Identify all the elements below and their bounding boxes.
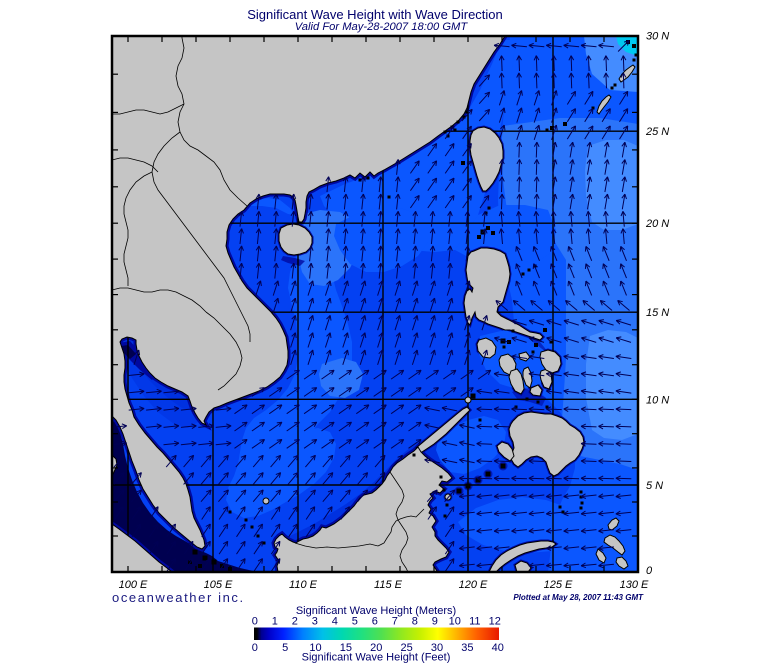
svg-text:120 E: 120 E xyxy=(459,579,488,591)
svg-text:25 N: 25 N xyxy=(645,126,669,138)
svg-text:5: 5 xyxy=(282,642,288,654)
svg-text:100 E: 100 E xyxy=(119,579,148,591)
svg-text:35: 35 xyxy=(461,642,473,654)
svg-text:2: 2 xyxy=(292,616,298,628)
svg-text:7: 7 xyxy=(392,616,398,628)
svg-text:15 N: 15 N xyxy=(646,307,669,319)
svg-text:20: 20 xyxy=(370,642,382,654)
svg-text:Significant Wave Height (Feet): Significant Wave Height (Feet) xyxy=(302,652,451,664)
svg-text:0: 0 xyxy=(252,642,258,654)
svg-text:30 N: 30 N xyxy=(646,30,669,42)
svg-text:6: 6 xyxy=(372,616,378,628)
svg-text:9: 9 xyxy=(432,616,438,628)
svg-text:oceanweather inc.: oceanweather inc. xyxy=(112,590,245,605)
svg-text:4: 4 xyxy=(332,616,338,628)
svg-text:5 N: 5 N xyxy=(646,480,663,492)
svg-text:115 E: 115 E xyxy=(374,579,403,591)
svg-text:10 N: 10 N xyxy=(646,394,669,406)
svg-text:25: 25 xyxy=(400,642,412,654)
svg-text:10: 10 xyxy=(309,642,321,654)
svg-text:3: 3 xyxy=(312,616,318,628)
svg-text:10: 10 xyxy=(449,616,461,628)
svg-text:130 E: 130 E xyxy=(620,579,649,591)
svg-text:Significant Wave Height (Meter: Significant Wave Height (Meters) xyxy=(296,605,456,617)
svg-text:5: 5 xyxy=(352,616,358,628)
svg-text:Significant Wave Height with W: Significant Wave Height with Wave Direct… xyxy=(247,7,503,22)
svg-text:40: 40 xyxy=(492,642,504,654)
svg-text:12: 12 xyxy=(489,616,501,628)
svg-text:125 E: 125 E xyxy=(544,579,573,591)
svg-text:30: 30 xyxy=(431,642,443,654)
svg-text:Valid For May-28-2007 18:00 GM: Valid For May-28-2007 18:00 GMT xyxy=(295,21,469,33)
svg-text:0: 0 xyxy=(252,616,258,628)
svg-text:20 N: 20 N xyxy=(645,218,669,230)
svg-text:110 E: 110 E xyxy=(289,579,318,591)
svg-text:11: 11 xyxy=(469,616,480,628)
svg-text:1: 1 xyxy=(272,616,278,628)
svg-text:15: 15 xyxy=(340,642,352,654)
svg-text:8: 8 xyxy=(412,616,418,628)
svg-text:Plotted at May 28, 2007 11:43: Plotted at May 28, 2007 11:43 GMT xyxy=(513,593,644,602)
svg-text:105 E: 105 E xyxy=(204,579,233,591)
svg-text:0: 0 xyxy=(646,565,653,577)
